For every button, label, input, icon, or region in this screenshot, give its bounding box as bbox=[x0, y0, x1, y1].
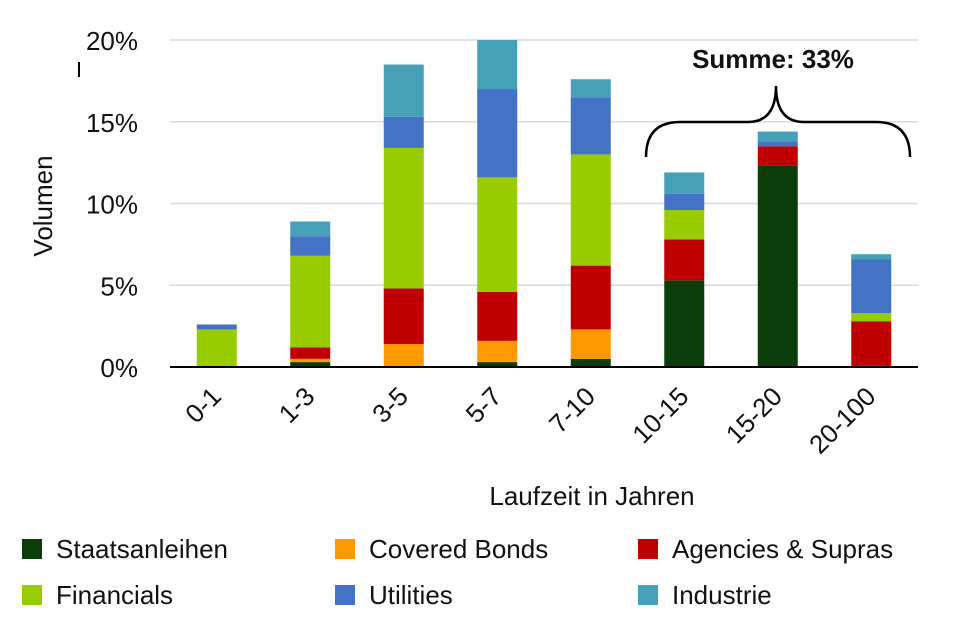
x-axis-title: Laufzeit in Jahren bbox=[489, 481, 694, 511]
y-tick-label: 0% bbox=[100, 353, 138, 383]
bar-segment bbox=[757, 141, 798, 147]
x-tick-label: 15-20 bbox=[720, 381, 788, 449]
legend: Staatsanleihen Covered Bonds Agencies & Su… bbox=[22, 534, 893, 610]
bar-segment bbox=[383, 64, 424, 117]
bar-segment bbox=[196, 324, 237, 330]
bar-segment bbox=[383, 344, 424, 367]
legend-label: Staatsanleihen bbox=[56, 534, 228, 564]
x-tick-label: 7-10 bbox=[543, 381, 601, 439]
x-tick-label: 3-5 bbox=[366, 381, 414, 429]
bar-segment bbox=[757, 131, 798, 142]
bar-segment bbox=[290, 255, 331, 348]
bar-segment bbox=[477, 291, 518, 341]
bar-segment bbox=[664, 210, 705, 240]
bar-segment bbox=[290, 236, 331, 256]
bar-segment bbox=[570, 329, 611, 359]
annotation-label: Summe: 33% bbox=[692, 44, 854, 74]
bar-segment bbox=[383, 288, 424, 345]
y-axis-title: Volumen bbox=[28, 155, 58, 256]
legend-label: Financials bbox=[56, 580, 173, 610]
legend-swatch bbox=[638, 585, 658, 605]
bar-segment bbox=[477, 40, 518, 90]
bar-segment bbox=[570, 154, 611, 266]
legend-swatch bbox=[335, 585, 355, 605]
x-tick-label: 10-15 bbox=[626, 381, 694, 449]
bar-segment bbox=[196, 329, 237, 367]
bar-segment bbox=[851, 313, 892, 322]
x-tick-label: 1-3 bbox=[273, 381, 321, 429]
bar-segment bbox=[383, 116, 424, 148]
bar-segment bbox=[851, 254, 892, 260]
legend-swatch bbox=[638, 539, 658, 559]
bar-segment bbox=[290, 358, 331, 363]
bar-segment bbox=[477, 177, 518, 292]
bar-segment bbox=[851, 321, 892, 366]
legend-label: Industrie bbox=[672, 580, 772, 610]
legend-label: Utilities bbox=[369, 580, 453, 610]
bar-segment bbox=[383, 147, 424, 289]
bar-segment bbox=[664, 193, 705, 211]
bar-segment bbox=[757, 165, 798, 367]
bar-segment bbox=[851, 259, 892, 314]
bar-segment bbox=[477, 362, 518, 367]
x-tick-label: 0-1 bbox=[179, 381, 227, 429]
legend-swatch bbox=[22, 585, 42, 605]
bar-segment bbox=[570, 265, 611, 330]
legend-label: Agencies & Supras bbox=[672, 534, 893, 564]
bar-segment bbox=[570, 358, 611, 367]
legend-label: Covered Bonds bbox=[369, 534, 548, 564]
bar-segment bbox=[477, 340, 518, 363]
x-tick-label: 20-100 bbox=[803, 381, 881, 459]
y-tick-label: 15% bbox=[86, 108, 138, 138]
bar-segment bbox=[570, 79, 611, 98]
bar-segment bbox=[477, 89, 518, 178]
y-tick-labels: 0% 5% 10% 15% 20% bbox=[86, 26, 138, 383]
legend-swatch bbox=[22, 539, 42, 559]
y-tick-label: 20% bbox=[86, 26, 138, 56]
x-tick-label: 5-7 bbox=[460, 381, 508, 429]
bar-segment bbox=[664, 280, 705, 367]
annotation-brace bbox=[644, 85, 912, 158]
bar-segment bbox=[757, 146, 798, 166]
bar-segment bbox=[290, 362, 331, 367]
bar-segment bbox=[570, 97, 611, 155]
bar-segment bbox=[664, 172, 705, 194]
bar-segment bbox=[290, 221, 331, 237]
x-tick-labels: 0-1 1-3 3-5 5-7 7-10 10-15 15-20 20-100 bbox=[179, 381, 881, 459]
bar-segment bbox=[290, 347, 331, 359]
legend-swatch bbox=[335, 539, 355, 559]
y-tick-label: 5% bbox=[100, 271, 138, 301]
bar-segment bbox=[664, 239, 705, 281]
bars bbox=[196, 40, 892, 367]
gridlines bbox=[170, 39, 918, 286]
y-tick-label: 10% bbox=[86, 190, 138, 220]
